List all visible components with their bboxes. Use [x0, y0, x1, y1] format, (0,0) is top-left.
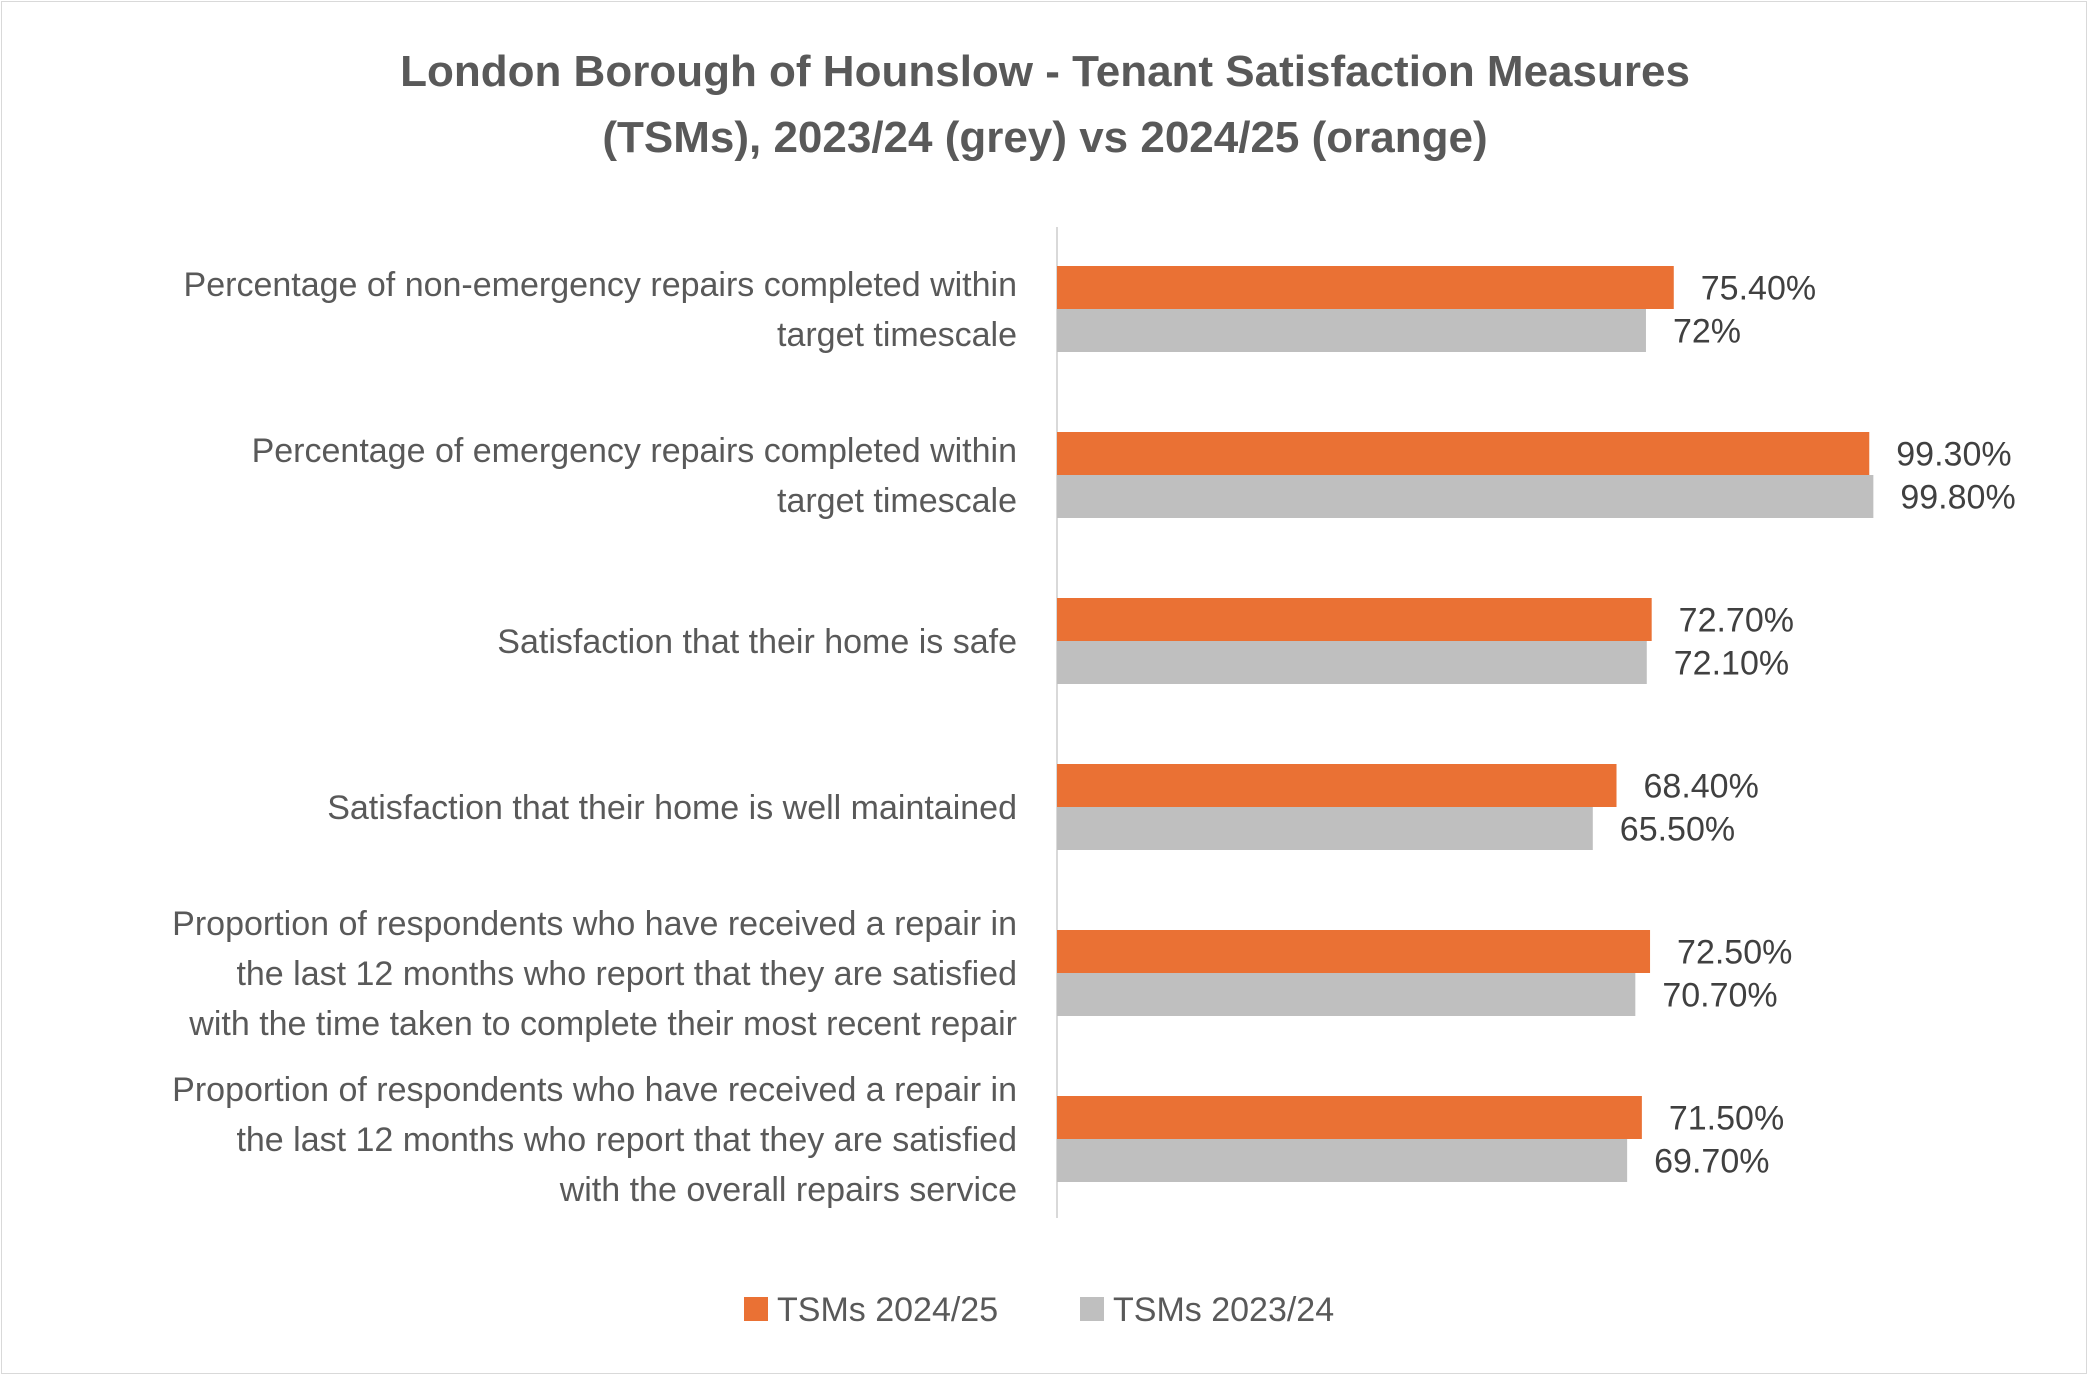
category-label: target timescale [777, 316, 1017, 354]
data-label: 65.50% [1620, 811, 1735, 849]
category-label: the last 12 months who report that they … [236, 1121, 1017, 1159]
category-label: Satisfaction that their home is well mai… [327, 789, 1017, 827]
legend: TSMs 2024/25 TSMs 2023/24 [744, 1291, 1334, 1329]
legend-label: TSMs 2024/25 [777, 1291, 998, 1329]
data-label: 71.50% [1669, 1100, 1784, 1138]
data-label: 72% [1673, 313, 1741, 351]
category-label: the last 12 months who report that they … [236, 955, 1017, 993]
bar-2024-25 [1057, 764, 1617, 807]
category-label: Percentage of non-emergency repairs comp… [184, 266, 1017, 304]
category-label: Proportion of respondents who have recei… [172, 905, 1017, 943]
data-label: 68.40% [1644, 768, 1759, 806]
bar-2023-24 [1057, 807, 1593, 850]
data-label: 72.70% [1679, 602, 1794, 640]
category-label: with the time taken to complete their mo… [188, 1005, 1017, 1043]
bar-2024-25 [1057, 930, 1651, 973]
bar-2024-25 [1057, 1096, 1642, 1139]
bar-2024-25 [1057, 266, 1674, 309]
data-label: 72.50% [1677, 934, 1792, 972]
category-label: target timescale [777, 482, 1017, 520]
legend-swatch [1080, 1297, 1104, 1321]
bar-2024-25 [1057, 598, 1652, 641]
data-label: 70.70% [1662, 977, 1777, 1015]
data-label: 99.80% [1900, 479, 2015, 517]
category-label: with the overall repairs service [559, 1171, 1017, 1209]
bar-2023-24 [1057, 309, 1646, 352]
chart-title-line-1: London Borough of Hounslow - Tenant Sati… [400, 47, 1690, 96]
bar-2023-24 [1057, 475, 1874, 518]
bar-2023-24 [1057, 973, 1636, 1016]
category-label: Percentage of emergency repairs complete… [252, 432, 1017, 470]
data-label: 69.70% [1654, 1143, 1769, 1181]
bar-2023-24 [1057, 641, 1647, 684]
data-label: 72.10% [1674, 645, 1789, 683]
legend-label: TSMs 2023/24 [1113, 1291, 1334, 1329]
data-label: 99.30% [1896, 436, 2011, 474]
legend-swatch [744, 1297, 768, 1321]
bar-2024-25 [1057, 432, 1870, 475]
category-label: Proportion of respondents who have recei… [172, 1071, 1017, 1109]
chart-title-line-2: (TSMs), 2023/24 (grey) vs 2024/25 (orang… [602, 113, 1487, 162]
bar-2023-24 [1057, 1139, 1628, 1182]
data-label: 75.40% [1701, 270, 1816, 308]
category-label: Satisfaction that their home is safe [497, 623, 1017, 661]
